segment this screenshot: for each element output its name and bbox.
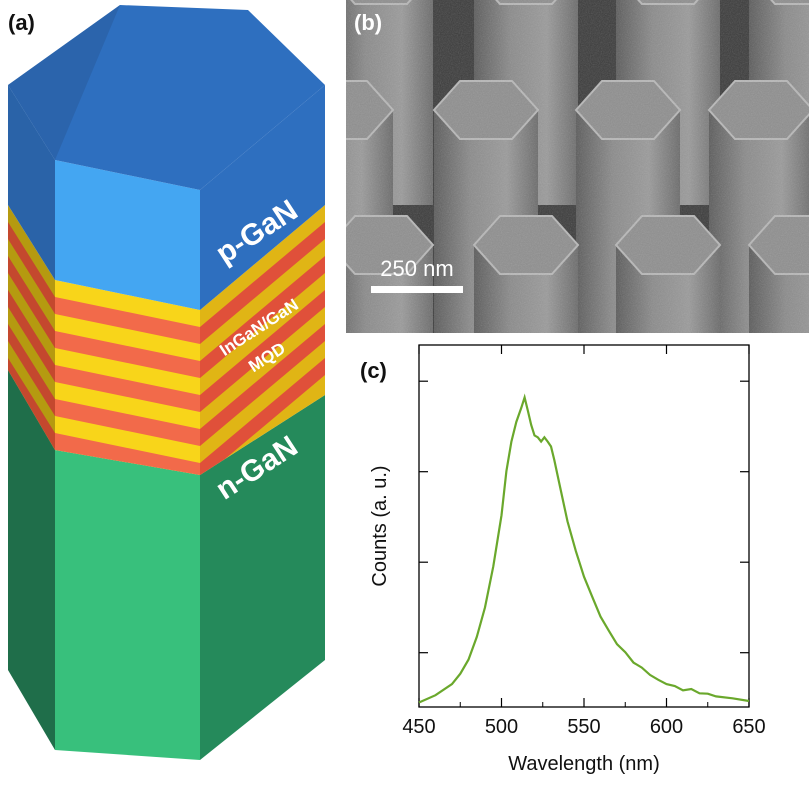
mqd-red-stripe [8,256,55,348]
y-axis-label: Counts (a. u.) [369,465,391,586]
mqd-red-stripe [8,290,55,382]
mqd-red-stripe [200,324,325,446]
series-line [418,393,750,704]
mqd-red-stripe [8,324,55,416]
p-gan-right-face [200,85,325,310]
mqd-red-stripe [200,290,325,412]
n-gan-right-face [200,395,325,760]
scale-bar [371,286,463,293]
panel-b-label: (b) [354,10,383,35]
nanowire-schematic: p-GaN InGaN/GaN MQD n-GaN [8,5,325,760]
x-tick-label: 550 [567,716,600,738]
mqd-red-stripe [55,399,200,446]
mqd-red-stripe [55,433,200,475]
mqd-red-stripe [200,222,325,344]
sem-image: 250 nm [346,0,809,333]
spectrum-chart: 450 500 550 600 650 Wavelength (nm) Counts (… [369,344,766,775]
mqd-red-stripe [200,256,325,378]
mqd-right-face [200,205,325,475]
mqd-red-stripe [55,297,200,344]
nanowire-schematic-panel: (a) [0,0,340,783]
n-gan-front-face [55,450,200,760]
panel-a-label: (a) [8,10,35,35]
top-face-shade [8,5,120,160]
mqd-red-stripe [55,331,200,378]
p-gan-front-face [55,160,200,310]
spectrum-chart-panel: (c) 450 500 550 600 650 Wavelength (nm) Coun… [340,340,809,783]
x-tick-label: 650 [732,716,765,738]
x-tick-label: 500 [485,716,518,738]
p-gan-left-face [8,85,55,280]
mqd-red-stripe [8,358,55,450]
plot-frame [418,344,750,708]
x-axis-label: Wavelength (nm) [508,753,660,775]
x-tick-label: 450 [402,716,435,738]
scale-bar-label: 250 nm [380,256,453,281]
mqd-red-stripe [55,365,200,412]
sem-image-panel: 250 nm (b) [346,0,809,333]
n-gan-left-face [8,370,55,750]
panel-c-label: (c) [360,358,387,383]
mqd-red-stripe [8,222,55,314]
x-tick-label: 600 [650,716,683,738]
mqd-front-face [55,280,200,475]
mqd-red-stripe [200,358,325,475]
